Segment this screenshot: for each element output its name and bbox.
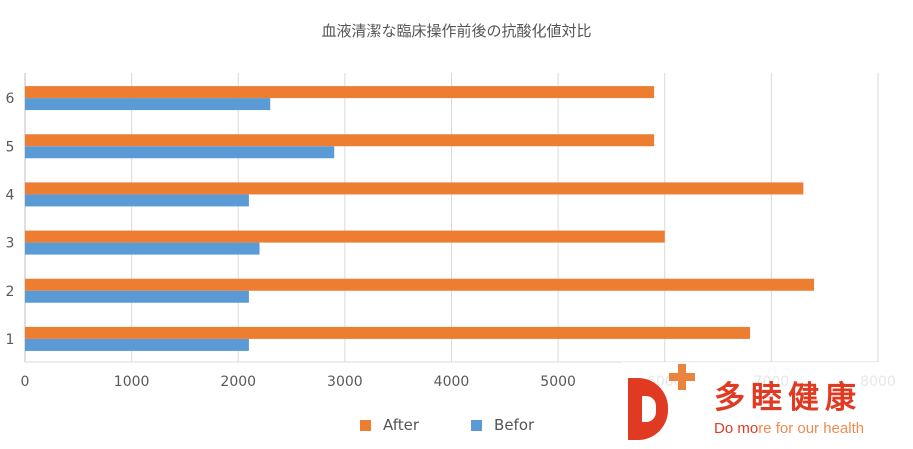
- legend-item-after: After: [360, 416, 419, 434]
- y-tick-label-5: 5: [6, 139, 15, 155]
- bar-after-5: [25, 134, 655, 147]
- y-tick-label-1: 1: [6, 332, 15, 348]
- bar-befor-4: [25, 194, 249, 207]
- legend-swatch-after: [360, 419, 371, 431]
- watermark-logo: 多睦健康 Do more for our health: [622, 362, 913, 449]
- x-tick-label-1000: 1000: [114, 374, 150, 390]
- bar-after-6: [25, 86, 655, 99]
- bar-befor-2: [25, 290, 249, 303]
- bar-befor-6: [25, 98, 271, 111]
- bar-after-4: [25, 182, 804, 195]
- legend-item-befor: Befor: [471, 416, 534, 434]
- bar-befor-1: [25, 338, 249, 351]
- x-tick-label-5000: 5000: [540, 374, 576, 390]
- bar-befor-5: [25, 146, 335, 159]
- x-tick-label-0: 0: [21, 374, 30, 390]
- bar-after-3: [25, 230, 665, 243]
- x-tick-label-4000: 4000: [434, 374, 470, 390]
- logo-d-icon: [628, 378, 668, 440]
- chart-legend: After Befor: [360, 415, 586, 435]
- x-tick-label-3000: 3000: [327, 374, 363, 390]
- y-tick-label-4: 4: [6, 187, 15, 203]
- y-tick-label-6: 6: [6, 91, 15, 107]
- logo-tagline: Do more for our health: [714, 420, 865, 437]
- bar-after-2: [25, 278, 815, 291]
- legend-label-befor: Befor: [494, 416, 535, 434]
- x-tick-label-2000: 2000: [220, 374, 256, 390]
- y-tick-label-2: 2: [6, 284, 15, 300]
- y-tick-label-3: 3: [6, 236, 15, 252]
- logo-brand-name: 多睦健康: [714, 380, 862, 416]
- legend-label-after: After: [383, 416, 420, 434]
- bar-after-1: [25, 326, 751, 339]
- chart-title: 血液清潔な臨床操作前後の抗酸化値対比: [321, 22, 592, 40]
- legend-swatch-befor: [471, 419, 483, 431]
- bar-befor-3: [25, 242, 260, 255]
